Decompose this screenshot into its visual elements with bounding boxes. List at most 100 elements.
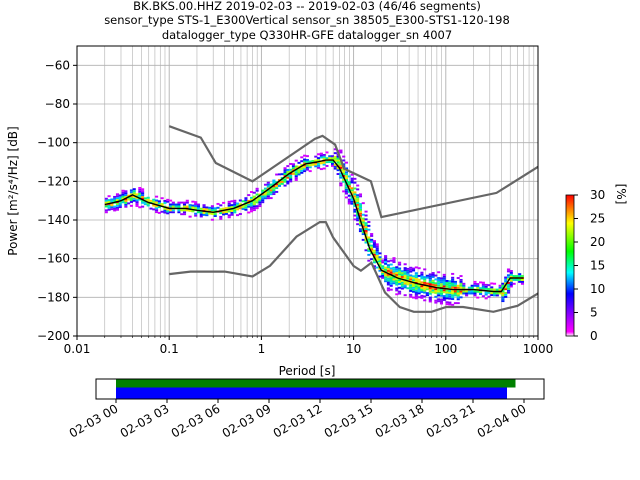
psd-coverage-bar	[116, 387, 507, 399]
histogram-cell	[266, 197, 270, 200]
histogram-cell	[342, 155, 346, 158]
histogram-cell	[317, 166, 321, 169]
histogram-cell	[459, 278, 463, 281]
histogram-cell	[196, 203, 201, 206]
histogram-cell	[233, 201, 237, 204]
histogram-cell	[350, 196, 354, 199]
y-tick-label: −140	[37, 213, 70, 227]
histogram-cell	[300, 160, 304, 163]
histogram-cell	[406, 283, 410, 286]
histogram-cell	[398, 273, 402, 276]
histogram-cell	[437, 280, 441, 283]
histogram-cell	[484, 285, 488, 288]
histogram-cell	[518, 278, 522, 281]
histogram-cell	[124, 194, 128, 197]
histogram-cell	[261, 197, 265, 200]
histogram-cell	[386, 260, 390, 263]
histogram-cell	[364, 228, 368, 230]
histogram-cell	[280, 179, 284, 181]
histogram-cell	[283, 169, 287, 172]
histogram-cell	[166, 210, 170, 213]
histogram-cell	[501, 294, 505, 297]
histogram-cell	[227, 214, 231, 217]
histogram-cell	[431, 274, 435, 276]
histogram-cell	[453, 284, 457, 287]
histogram-cell	[342, 169, 346, 172]
histogram-cell	[437, 271, 441, 274]
histogram-cell	[255, 207, 259, 210]
histogram-cell	[451, 280, 455, 283]
histogram-cell	[249, 196, 254, 199]
histogram-cell	[317, 157, 321, 160]
histogram-cell	[414, 285, 418, 288]
histogram-cell	[378, 263, 382, 266]
histogram-cell	[344, 175, 349, 178]
histogram-cell	[428, 279, 432, 282]
histogram-cell	[168, 205, 173, 208]
histogram-cell	[255, 199, 259, 202]
histogram-cell	[431, 281, 435, 284]
histogram-cell	[459, 286, 463, 289]
histogram-cell	[249, 198, 254, 201]
histogram-cell	[384, 255, 388, 258]
histogram-cell	[319, 154, 323, 157]
histogram-cell	[155, 207, 159, 210]
colorbar: 0 5 10 15 20 25 30 [%]	[565, 184, 628, 343]
histogram-cell	[479, 293, 483, 295]
histogram-cell	[146, 204, 150, 207]
histogram-cell	[453, 290, 457, 293]
histogram-cell	[420, 291, 424, 293]
histogram-cell	[403, 284, 407, 287]
histogram-cell	[286, 165, 290, 168]
histogram-cell	[370, 246, 374, 249]
histogram-cell	[344, 179, 349, 182]
histogram-cell	[325, 157, 329, 160]
histogram-cell	[518, 273, 522, 276]
histogram-cell	[456, 298, 460, 301]
histogram-cell	[504, 276, 508, 279]
histogram-cell	[127, 194, 131, 197]
histogram-cell	[398, 279, 402, 282]
histogram-cell	[213, 215, 217, 218]
histogram-cell	[403, 269, 407, 272]
histogram-cell	[370, 248, 374, 251]
histogram-cell	[347, 190, 351, 193]
histogram-cell	[269, 193, 273, 196]
histogram-cell	[233, 205, 237, 208]
histogram-cell	[317, 162, 321, 165]
histogram-cell	[361, 233, 365, 236]
histogram-cell	[386, 275, 390, 278]
histogram-cell	[350, 191, 354, 194]
histogram-cell	[255, 205, 259, 208]
histogram-cell	[210, 209, 214, 212]
histogram-cell	[445, 303, 449, 306]
y-tick-label: −60	[45, 58, 70, 72]
histogram-cell	[420, 294, 424, 297]
histogram-cell	[356, 200, 360, 202]
histogram-cell	[392, 259, 396, 262]
histogram-cell	[155, 201, 159, 204]
histogram-cell	[423, 268, 427, 271]
time-tick-label: 02-03 06	[169, 401, 223, 440]
histogram-cell	[194, 201, 198, 204]
histogram-cell	[113, 209, 117, 212]
histogram-cell	[127, 198, 131, 201]
histogram-cell	[249, 202, 254, 205]
histogram-cell	[113, 205, 117, 208]
histogram-cell	[492, 288, 497, 291]
histogram-cell	[395, 273, 399, 276]
histogram-cell	[425, 286, 430, 289]
histogram-cell	[370, 244, 374, 247]
histogram-cell	[406, 271, 410, 274]
histogram-cell	[322, 161, 326, 164]
time-tick-label: 02-03 00	[67, 401, 121, 440]
data-coverage-bar	[116, 379, 516, 388]
histogram-cell	[439, 279, 444, 282]
histogram-cell	[392, 272, 396, 275]
histogram-cell	[428, 300, 432, 303]
histogram-cell	[442, 295, 446, 298]
histogram-cell	[297, 167, 301, 170]
histogram-cell	[171, 205, 175, 208]
histogram-cell	[386, 266, 390, 269]
